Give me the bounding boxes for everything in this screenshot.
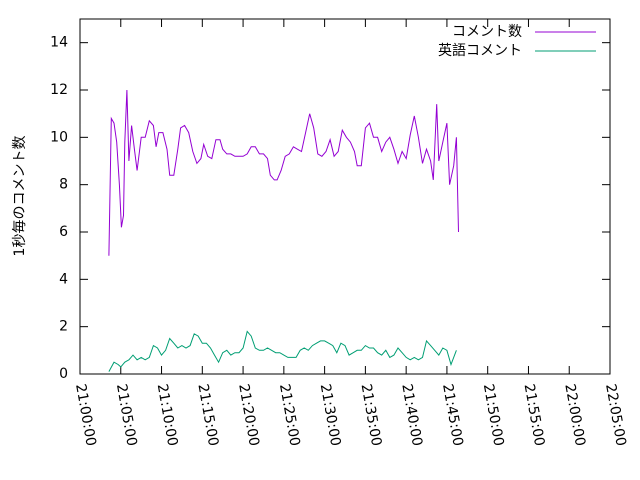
x-tick-label: 21:05:00	[113, 383, 140, 448]
plot-frame	[79, 18, 611, 375]
y-tick-label: 10	[50, 129, 68, 145]
x-tick-label: 21:35:00	[358, 383, 385, 448]
x-tick-label: 21:55:00	[521, 383, 548, 448]
x-tick-label: 21:15:00	[194, 383, 221, 448]
x-tick-label: 21:45:00	[439, 383, 466, 448]
x-tick-label: 21:30:00	[317, 383, 344, 448]
x-tick-label: 22:00:00	[561, 383, 588, 448]
legend-label: コメント数	[452, 24, 522, 40]
x-tick-label: 21:40:00	[398, 383, 425, 448]
legend-label: 英語コメント	[438, 42, 522, 59]
x-tick-label: 21:00:00	[72, 383, 99, 448]
x-tick-label: 22:05:00	[602, 383, 629, 448]
x-tick-label: 21:25:00	[276, 383, 303, 448]
y-axis-label: 1秒毎のコメント数	[12, 136, 28, 257]
y-tick-label: 0	[59, 366, 68, 382]
y-tick-label: 8	[59, 177, 68, 193]
x-tick-label: 21:50:00	[480, 383, 507, 448]
series-line	[108, 89, 459, 256]
series-lines	[108, 89, 459, 372]
x-tick-label: 21:10:00	[154, 383, 181, 448]
y-tick-label: 12	[50, 82, 68, 98]
y-tick-label: 14	[50, 35, 68, 51]
series-line	[108, 330, 457, 372]
y-tick-label: 2	[59, 319, 68, 335]
x-axis-ticks: 21:00:00 21:05:00 21:10:00 21:15:00 21:20:00…	[72, 19, 629, 447]
x-tick-label: 21:20:00	[235, 383, 262, 448]
y-tick-label: 4	[59, 271, 68, 287]
y-tick-label: 6	[59, 224, 68, 240]
y-axis-ticks: 0 2 4 6 8 10 12 14	[50, 35, 610, 382]
